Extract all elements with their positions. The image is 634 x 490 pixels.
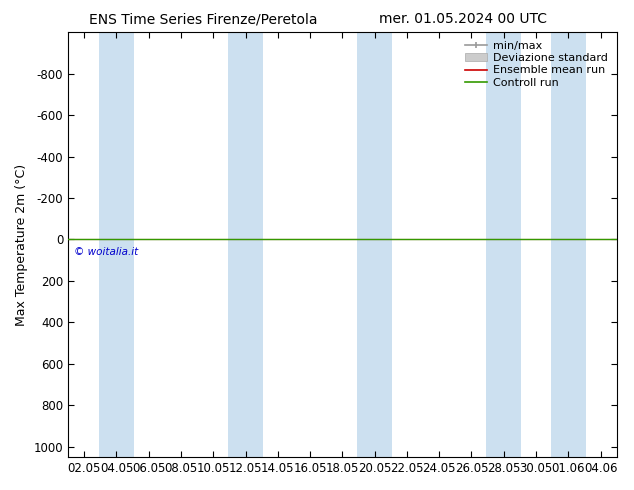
Bar [486, 32, 522, 457]
Bar [99, 32, 134, 457]
Legend: min/max, Deviazione standard, Ensemble mean run, Controll run: min/max, Deviazione standard, Ensemble m… [462, 38, 611, 91]
Bar [357, 32, 392, 457]
Y-axis label: Max Temperature 2m (°C): Max Temperature 2m (°C) [15, 164, 28, 326]
Bar [228, 32, 263, 457]
Text: ENS Time Series Firenze/Peretola: ENS Time Series Firenze/Peretola [89, 12, 317, 26]
Bar [550, 32, 586, 457]
Text: © woitalia.it: © woitalia.it [74, 247, 138, 257]
Text: mer. 01.05.2024 00 UTC: mer. 01.05.2024 00 UTC [379, 12, 547, 26]
